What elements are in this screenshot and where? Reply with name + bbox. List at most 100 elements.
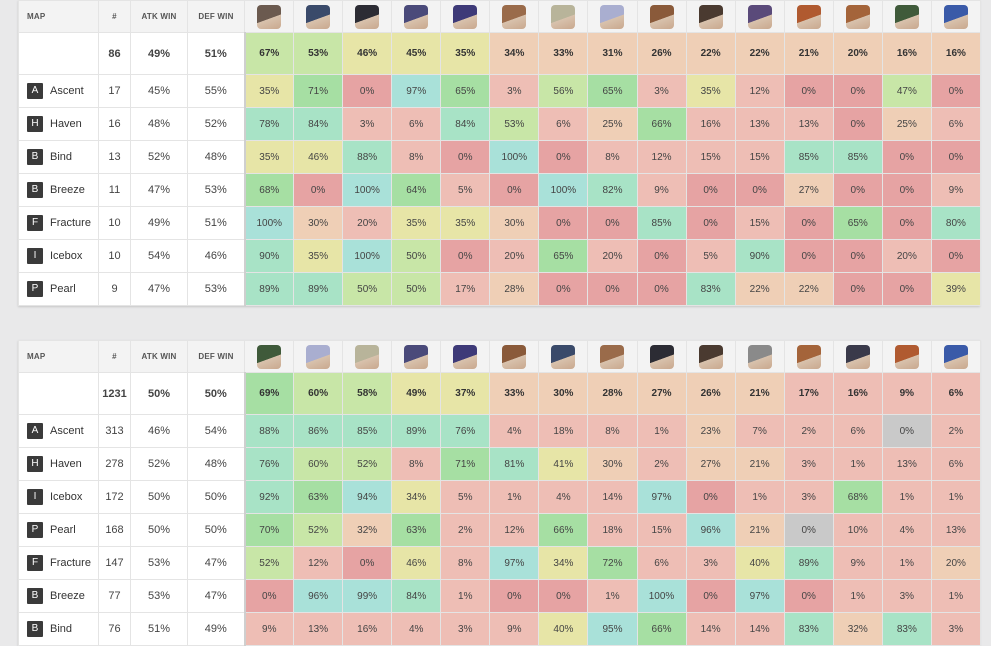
col-header-map[interactable]: MAP bbox=[18, 340, 99, 373]
atk-win-rate: 53% bbox=[130, 546, 188, 580]
map-cell[interactable]: I Icebox bbox=[18, 480, 99, 514]
agent-pick-rate-cell: 0% bbox=[832, 272, 883, 306]
agent-pick-rate-cell: 9% bbox=[930, 173, 981, 207]
agent-column-header[interactable] bbox=[636, 340, 687, 373]
agent-column-header[interactable] bbox=[881, 0, 932, 33]
agent-pick-rate-cell: 35% bbox=[293, 239, 344, 273]
agent-pick-rate-cell: 85% bbox=[832, 140, 883, 174]
agent-column-header[interactable] bbox=[685, 340, 736, 373]
map-cell[interactable]: B Breeze bbox=[18, 173, 99, 207]
agent-pick-rate-cell: 85% bbox=[783, 140, 834, 174]
agent-pick-rate-cell: 25% bbox=[881, 107, 932, 141]
agent-column-header[interactable] bbox=[243, 340, 295, 373]
col-header-atk-win[interactable]: ATK WIN bbox=[130, 0, 188, 33]
map-cell[interactable]: B Bind bbox=[18, 612, 99, 646]
summary-agent-winrate: 45% bbox=[391, 32, 442, 75]
col-header-def-win[interactable]: DEF WIN bbox=[187, 0, 245, 33]
summary-map-cell bbox=[18, 32, 99, 75]
map-cell[interactable]: P Pearl bbox=[18, 513, 99, 547]
map-cell[interactable]: B Breeze bbox=[18, 579, 99, 613]
agent-column-header[interactable] bbox=[538, 0, 589, 33]
agent-pick-rate-cell: 0% bbox=[685, 173, 736, 207]
map-cell[interactable]: B Bind bbox=[18, 140, 99, 174]
summary-agent-winrate: 58% bbox=[342, 372, 393, 415]
map-row[interactable]: I Icebox 172 50% 50% 92% 63% 94% 34% 5% 1% 4% 14% 97%… bbox=[18, 480, 981, 514]
agent-pick-rate-cell: 0% bbox=[636, 239, 687, 273]
agent-pick-rate-cell: 2% bbox=[930, 414, 981, 448]
agent-column-header[interactable] bbox=[440, 340, 491, 373]
agent-column-header[interactable] bbox=[734, 0, 785, 33]
agent-column-header[interactable] bbox=[783, 340, 834, 373]
map-cell[interactable]: I Icebox bbox=[18, 239, 99, 273]
agent-pick-rate-cell: 13% bbox=[881, 447, 932, 481]
map-cell[interactable]: A Ascent bbox=[18, 74, 99, 108]
col-header-count[interactable]: # bbox=[98, 340, 131, 373]
map-row[interactable]: F Fracture 147 53% 47% 52% 12% 0% 46% 8% 97% 34% 72%… bbox=[18, 546, 981, 580]
agent-column-header[interactable] bbox=[391, 340, 442, 373]
agent-pick-rate-cell: 3% bbox=[440, 612, 491, 646]
agent-column-header[interactable] bbox=[587, 0, 638, 33]
agent-column-header[interactable] bbox=[342, 0, 393, 33]
agent-column-header[interactable] bbox=[489, 0, 540, 33]
agent-pick-rate-cell: 78% bbox=[243, 107, 295, 141]
agent-column-header[interactable] bbox=[293, 340, 344, 373]
agent-pick-rate-cell: 0% bbox=[783, 206, 834, 240]
map-row[interactable]: B Bind 76 51% 49% 9% 13% 16% 4% 3% 9% 40% 95% 66% 14% 1… bbox=[18, 612, 981, 646]
map-cell[interactable]: P Pearl bbox=[18, 272, 99, 306]
agent-column-header[interactable] bbox=[587, 340, 638, 373]
map-row[interactable]: P Pearl 168 50% 50% 70% 52% 32% 63% 2% 12% 66% 18% 15… bbox=[18, 513, 981, 547]
agent-column-header[interactable] bbox=[930, 340, 981, 373]
map-row[interactable]: H Haven 16 48% 52% 78% 84% 3% 6% 84% 53% 6% 25% 66% 16… bbox=[18, 107, 981, 141]
map-row[interactable]: B Bind 13 52% 48% 35% 46% 88% 8% 0% 100% 0% 8% 12% 15%… bbox=[18, 140, 981, 174]
map-row[interactable]: I Icebox 10 54% 46% 90% 35% 100% 50% 0% 20% 65% 20% 0… bbox=[18, 239, 981, 273]
col-header-atk-win[interactable]: ATK WIN bbox=[130, 340, 188, 373]
map-row[interactable]: B Breeze 77 53% 47% 0% 96% 99% 84% 1% 0% 0% 1% 100% 0%… bbox=[18, 579, 981, 613]
map-row[interactable]: A Ascent 17 45% 55% 35% 71% 0% 97% 65% 3% 56% 65% 3% 3… bbox=[18, 74, 981, 108]
agent-pick-rate-cell: 83% bbox=[685, 272, 736, 306]
agent-pick-rate-cell: 53% bbox=[489, 107, 540, 141]
atk-win-rate: 46% bbox=[130, 414, 188, 448]
map-name: Bind bbox=[50, 623, 73, 635]
col-header-map[interactable]: MAP bbox=[18, 0, 99, 33]
agent-column-header[interactable] bbox=[293, 0, 344, 33]
agent-column-header[interactable] bbox=[440, 0, 491, 33]
map-name: Icebox bbox=[50, 250, 83, 262]
agent-column-header[interactable] bbox=[783, 0, 834, 33]
match-count: 168 bbox=[98, 513, 131, 547]
map-row[interactable]: B Breeze 11 47% 53% 68% 0% 100% 64% 5% 0% 100% 82% 9%… bbox=[18, 173, 981, 207]
def-win-rate: 52% bbox=[187, 107, 246, 141]
agent-column-header[interactable] bbox=[930, 0, 981, 33]
map-row[interactable]: P Pearl 9 47% 53% 89% 89% 50% 50% 17% 28% 0% 0% 0% 83%… bbox=[18, 272, 981, 306]
agent-column-header[interactable] bbox=[243, 0, 295, 33]
col-header-count[interactable]: # bbox=[98, 0, 131, 33]
agent-column-header[interactable] bbox=[391, 0, 442, 33]
agent-pick-rate-cell: 52% bbox=[342, 447, 393, 481]
map-cell[interactable]: A Ascent bbox=[18, 414, 99, 448]
agent-column-header[interactable] bbox=[832, 340, 883, 373]
map-row[interactable]: H Haven 278 52% 48% 76% 60% 52% 8% 71% 81% 41% 30% 2%… bbox=[18, 447, 981, 481]
atk-win-rate: 53% bbox=[130, 579, 188, 613]
agent-column-header[interactable] bbox=[734, 340, 785, 373]
agent-pick-rate-cell: 4% bbox=[538, 480, 589, 514]
map-cell[interactable]: F Fracture bbox=[18, 206, 99, 240]
summary-agent-winrate: 46% bbox=[342, 32, 393, 75]
agent-pick-rate-cell: 0% bbox=[930, 239, 981, 273]
agent-column-header[interactable] bbox=[685, 0, 736, 33]
agent-column-header[interactable] bbox=[881, 340, 932, 373]
agent-pick-rate-cell: 65% bbox=[832, 206, 883, 240]
agent-pick-rate-cell: 81% bbox=[489, 447, 540, 481]
agent-pick-rate-cell: 80% bbox=[930, 206, 981, 240]
agent-column-header[interactable] bbox=[538, 340, 589, 373]
col-header-def-win[interactable]: DEF WIN bbox=[187, 340, 245, 373]
map-cell[interactable]: F Fracture bbox=[18, 546, 99, 580]
agent-pick-rate-cell: 47% bbox=[881, 74, 932, 108]
map-row[interactable]: A Ascent 313 46% 54% 88% 86% 85% 89% 76% 4% 18% 8% 1%… bbox=[18, 414, 981, 448]
map-row[interactable]: F Fracture 10 49% 51% 100% 30% 20% 35% 35% 30% 0% 0%… bbox=[18, 206, 981, 240]
agent-pick-rate-cell: 6% bbox=[391, 107, 442, 141]
agent-column-header[interactable] bbox=[636, 0, 687, 33]
map-cell[interactable]: H Haven bbox=[18, 447, 99, 481]
agent-column-header[interactable] bbox=[832, 0, 883, 33]
map-cell[interactable]: H Haven bbox=[18, 107, 99, 141]
agent-column-header[interactable] bbox=[342, 340, 393, 373]
agent-column-header[interactable] bbox=[489, 340, 540, 373]
